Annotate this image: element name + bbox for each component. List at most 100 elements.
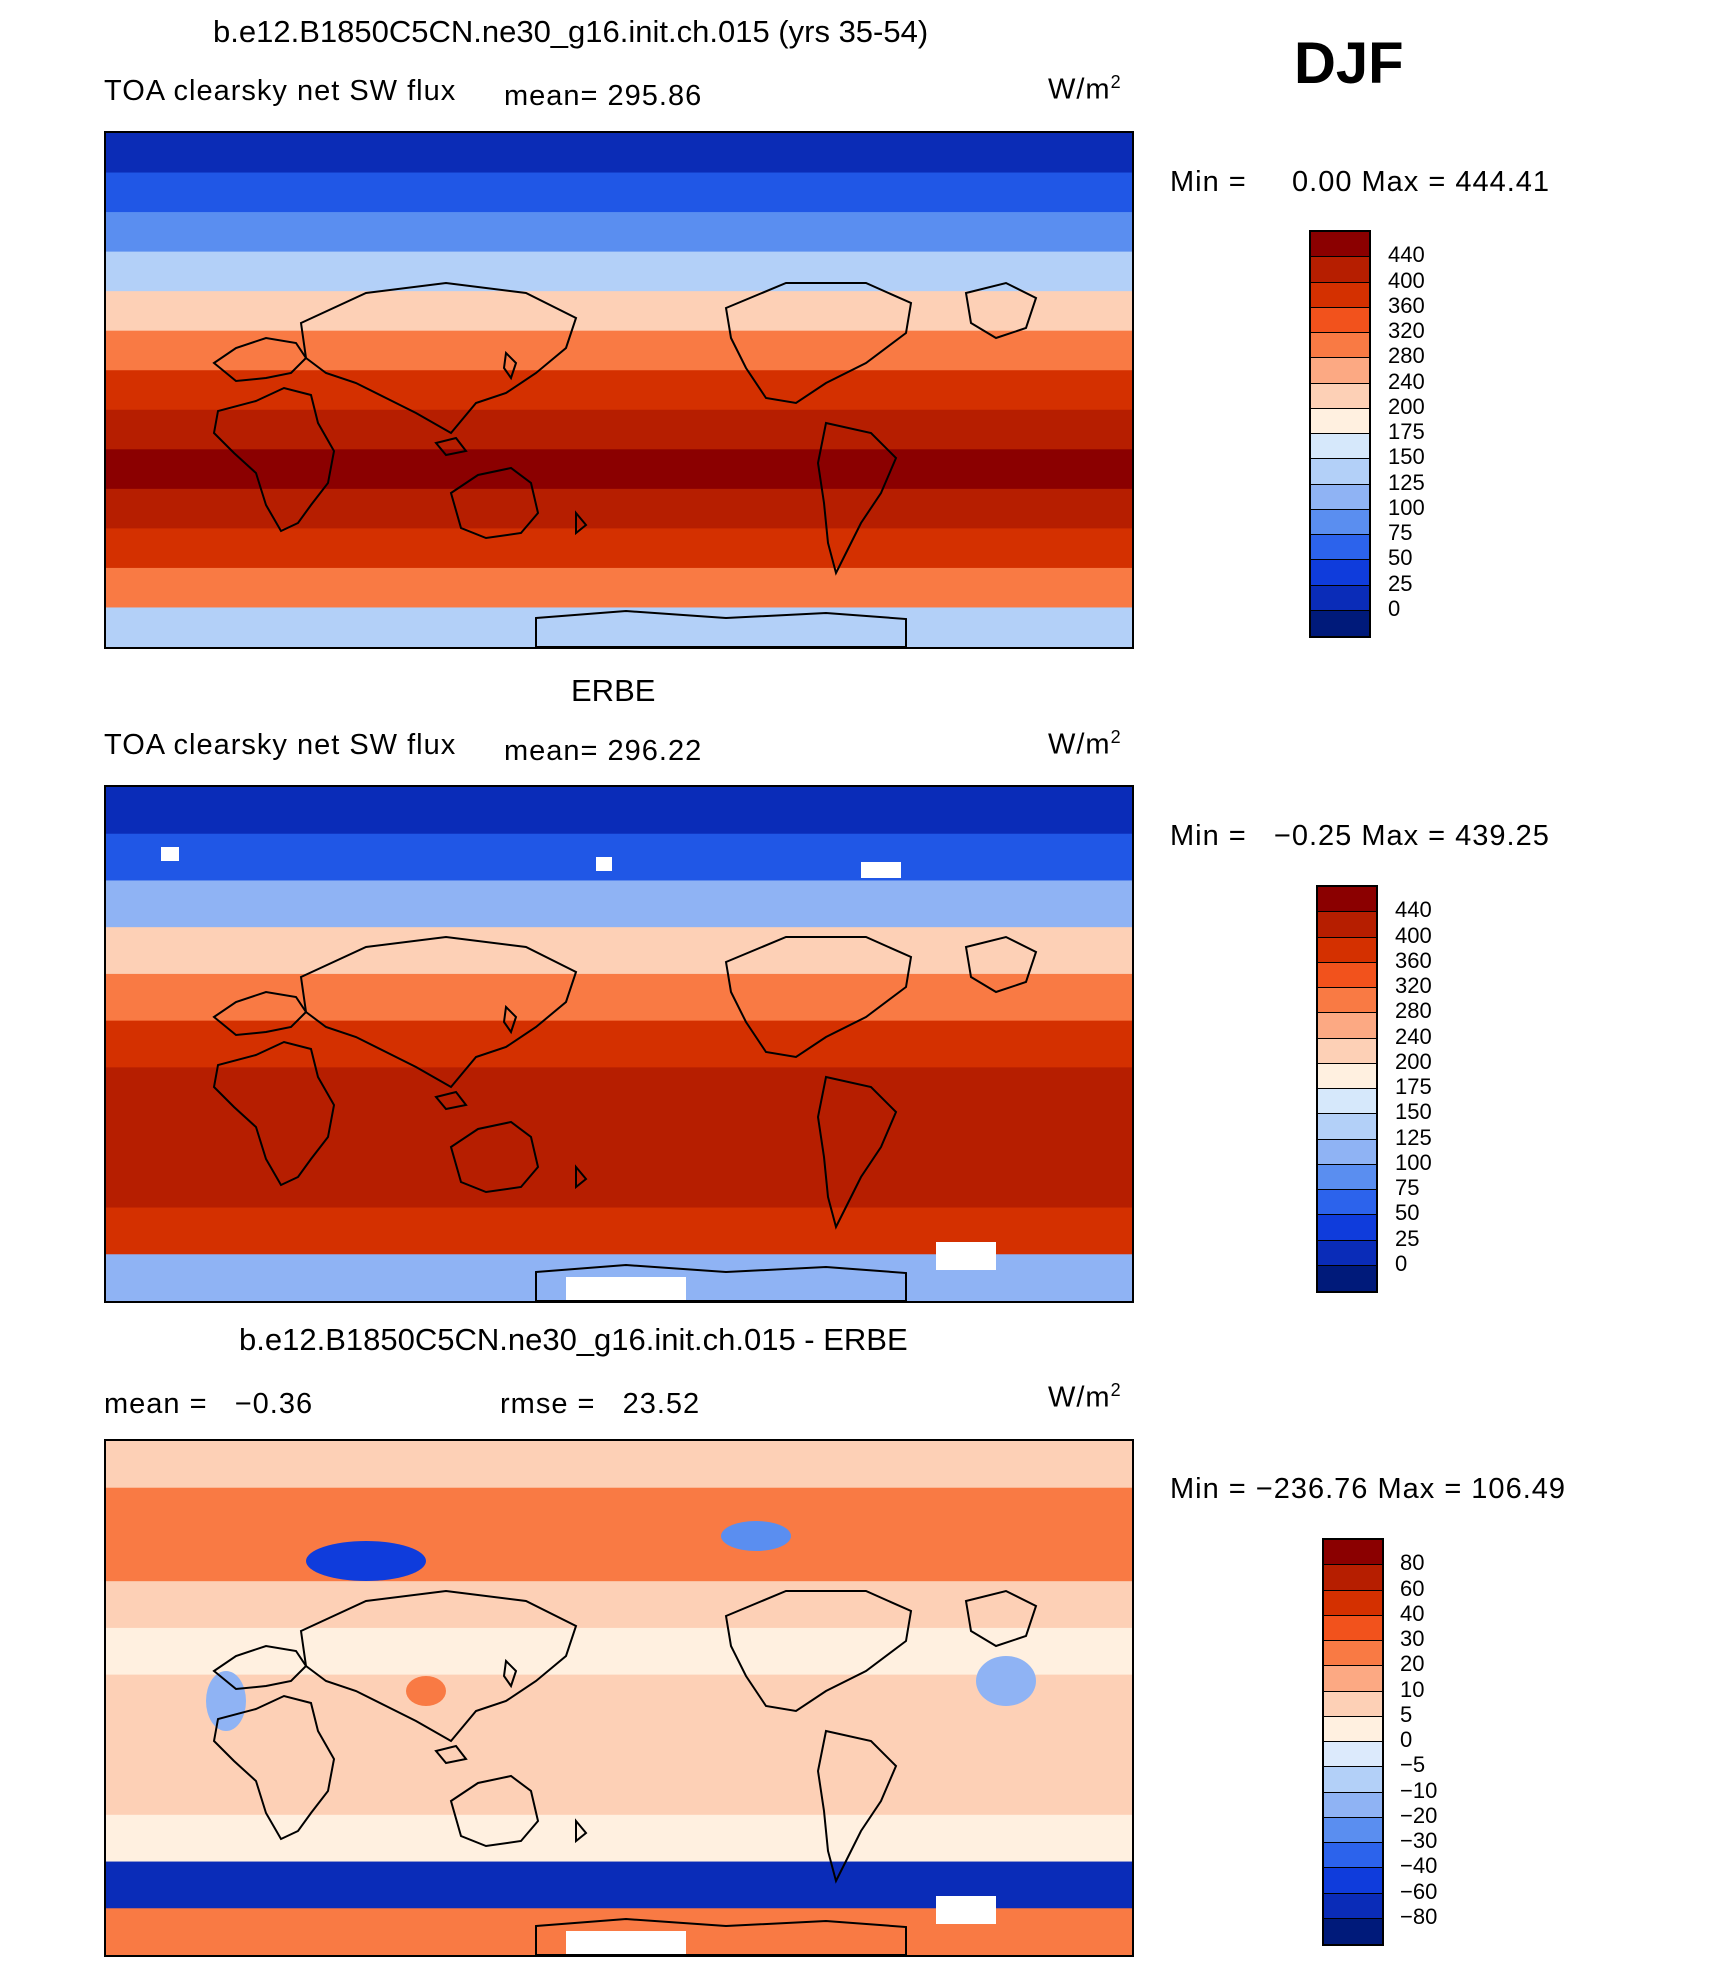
colorbar-tick-label: 200 <box>1395 1048 1432 1074</box>
latitude-band <box>106 1114 1132 1162</box>
colorbar-tick-label: 240 <box>1395 1023 1432 1049</box>
coastline <box>575 1164 588 1190</box>
latitude-band <box>106 449 1132 490</box>
coastline <box>502 1658 518 1689</box>
colorbar-swatch <box>1311 585 1369 611</box>
colorbar-swatch <box>1324 1817 1382 1843</box>
colorbar-swatch <box>1324 1868 1382 1894</box>
colorbar-swatch <box>1311 509 1369 535</box>
colorbar-swatch <box>1324 1540 1382 1566</box>
latitude-band <box>106 1534 1132 1583</box>
colorbar-swatch <box>1318 1164 1376 1190</box>
latitude-band <box>106 1581 1132 1629</box>
latitude-band <box>106 488 1132 530</box>
coastline <box>449 466 540 540</box>
colorbar-tick-label: 240 <box>1388 368 1425 394</box>
missing-data-patch <box>936 1242 996 1270</box>
panel3-map-field <box>106 1441 1132 1955</box>
panel2-minmax: Min = −0.25 Max = 439.25 <box>1170 820 1550 852</box>
colorbar-swatch <box>1318 962 1376 988</box>
colorbar-tick-label: 50 <box>1388 545 1413 571</box>
latitude-band <box>106 880 1132 929</box>
colorbar-tick-label: −60 <box>1400 1878 1438 1904</box>
missing-data-patch <box>596 857 612 871</box>
coastline <box>816 421 898 576</box>
latitude-band <box>106 1487 1132 1536</box>
colorbar-swatch <box>1311 610 1369 636</box>
missing-data-patch <box>566 1277 686 1301</box>
colorbar-swatch <box>1318 937 1376 963</box>
colorbar-swatch <box>1318 1013 1376 1039</box>
coastline <box>816 1075 898 1230</box>
panel1-units: W/m2 <box>1048 72 1122 106</box>
coastline <box>816 1729 898 1884</box>
colorbar-tick-label: 0 <box>1400 1727 1413 1752</box>
coastline <box>299 935 578 1089</box>
colorbar-tick-label: 320 <box>1388 318 1425 343</box>
latitude-band <box>106 1020 1132 1069</box>
latitude-band <box>106 528 1132 569</box>
colorbar-tick-label: 150 <box>1395 1099 1432 1125</box>
coastline <box>964 281 1038 340</box>
missing-data-patch <box>566 1931 686 1955</box>
colorbar-swatch <box>1318 1215 1376 1241</box>
colorbar-tick-label: 75 <box>1395 1175 1420 1200</box>
coastline <box>449 1120 540 1194</box>
coastline <box>502 1004 518 1035</box>
colorbar-tick-label: 125 <box>1388 469 1425 495</box>
colorbar-tick-label: 30 <box>1400 1626 1425 1651</box>
latitude-band <box>106 133 1132 174</box>
panel3-map <box>104 1439 1134 1957</box>
latitude-band <box>106 1768 1132 1816</box>
colorbar-swatch <box>1324 1565 1382 1591</box>
coastline <box>724 936 913 1059</box>
coastline <box>212 386 336 533</box>
colorbar-tick-label: 25 <box>1388 570 1413 596</box>
coastline <box>502 350 518 381</box>
coastline <box>575 1818 588 1844</box>
panel3-minmax: Min = −236.76 Max = 106.49 <box>1170 1473 1567 1505</box>
colorbar-tick-label: −30 <box>1400 1828 1438 1853</box>
panel2-map <box>104 785 1134 1303</box>
colorbar-tick-label: 60 <box>1400 1575 1425 1601</box>
panel3-title: b.e12.B1850C5CN.ne30_g16.init.ch.015 - E… <box>239 1322 908 1357</box>
colorbar-swatch <box>1318 1139 1376 1165</box>
latitude-band <box>106 1441 1132 1489</box>
colorbar-swatch <box>1318 1240 1376 1266</box>
colorbar-swatch <box>1311 484 1369 510</box>
coastline <box>535 1917 907 1955</box>
colorbar-swatch <box>1318 1265 1376 1291</box>
panel3-colorbar <box>1322 1538 1384 1946</box>
colorbar-tick-label: −10 <box>1400 1777 1438 1803</box>
panel1-title: b.e12.B1850C5CN.ne30_g16.init.ch.015 (yr… <box>213 14 929 49</box>
colorbar-tick-label: 150 <box>1388 444 1425 470</box>
colorbar-swatch <box>1324 1893 1382 1919</box>
latitude-band <box>106 251 1132 293</box>
coastline <box>964 1589 1038 1648</box>
colorbar-swatch <box>1311 434 1369 460</box>
colorbar-tick-label: −5 <box>1400 1752 1426 1778</box>
colorbar-tick-label: 200 <box>1388 393 1425 419</box>
colorbar-swatch <box>1311 307 1369 333</box>
panel1-colorbar <box>1309 230 1371 638</box>
colorbar-swatch <box>1318 1190 1376 1216</box>
missing-data-patch <box>161 847 179 861</box>
coastline <box>212 1694 336 1841</box>
latitude-band <box>106 1814 1132 1863</box>
colorbar-tick-label: −20 <box>1400 1802 1438 1828</box>
colorbar-swatch <box>1318 1089 1376 1115</box>
coastline <box>535 1263 907 1301</box>
colorbar-tick-label: 20 <box>1400 1651 1425 1677</box>
panel2-map-field <box>106 787 1132 1301</box>
colorbar-tick-label: 0 <box>1395 1250 1408 1276</box>
colorbar-swatch <box>1324 1742 1382 1768</box>
colorbar-tick-label: 175 <box>1388 419 1425 444</box>
colorbar-swatch <box>1324 1666 1382 1692</box>
coastline <box>434 1090 468 1111</box>
colorbar-tick-label: 440 <box>1388 242 1425 268</box>
colorbar-tick-label: 50 <box>1395 1200 1420 1226</box>
panel2-mean: mean= 296.22 <box>504 735 703 767</box>
colorbar-tick-label: 75 <box>1388 520 1413 545</box>
colorbar-tick-label: 0 <box>1388 595 1401 621</box>
colorbar-tick-label: 100 <box>1388 494 1425 520</box>
